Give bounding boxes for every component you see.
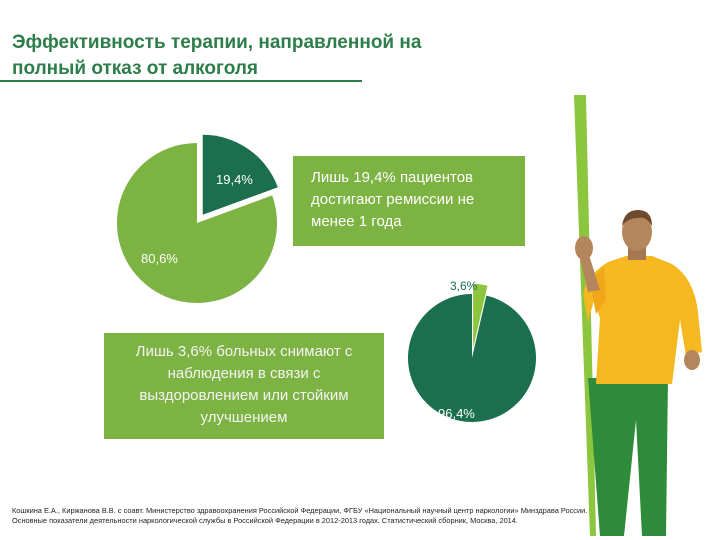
pie-chart-remission: 19,4% 80,6% <box>117 134 278 303</box>
title-line-2: полный отказ от алкоголя <box>12 58 258 79</box>
title-line-1: Эффективность терапии, направленной на <box>12 32 422 53</box>
figure-hand <box>575 236 593 260</box>
callout-remission: Лишь 19,4% пациентов достигают ремиссии … <box>293 156 525 246</box>
figure-hair <box>622 210 652 226</box>
green-stick <box>574 95 596 536</box>
data-label-remission: 19,4% <box>216 172 253 187</box>
page-title: Эффективность терапии, направленной на п… <box>12 30 421 82</box>
figure-forearm <box>580 258 600 292</box>
title-underline <box>0 80 362 82</box>
man-with-stick-illustration <box>574 95 702 536</box>
pie-slice-recovered <box>473 284 488 349</box>
figure-pants <box>588 378 668 536</box>
callout-deregistration: Лишь 3,6% больных снимают с наблюдения в… <box>104 333 384 439</box>
data-label-no-remission: 80,6% <box>141 251 178 266</box>
source-citation: Кошкина Е.А., Киржанова В.В. с соавт. Ми… <box>12 506 588 525</box>
data-label-not-recovered: 96,4% <box>438 406 475 421</box>
pie-slice-no-remission <box>117 143 278 303</box>
figure-right-hand <box>684 350 700 370</box>
pie-slice-not-recovered <box>407 294 536 422</box>
pie-chart-deregistration: 3,6% 96,4% <box>407 279 536 422</box>
data-label-recovered: 3,6% <box>450 279 478 293</box>
figure-head <box>622 213 652 251</box>
figure-shirt <box>583 256 702 384</box>
pie-slice-remission <box>202 134 278 215</box>
